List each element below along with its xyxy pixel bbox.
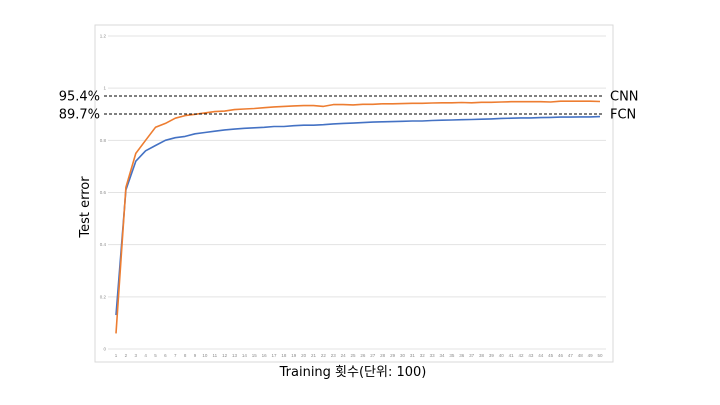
x-tick-label: 30 bbox=[400, 353, 406, 358]
x-tick-label: 11 bbox=[212, 353, 217, 358]
x-tick-label: 20 bbox=[301, 353, 307, 358]
x-tick-label: 47 bbox=[568, 353, 574, 358]
x-tick-label: 41 bbox=[509, 353, 515, 358]
grid-lines bbox=[108, 35, 606, 350]
y-tick-label: 0.8 bbox=[100, 138, 107, 143]
y-axis-title: Test error bbox=[78, 176, 93, 239]
x-tick-label: 6 bbox=[164, 353, 167, 358]
x-tick-labels: 1 2 3 4 5 6 7 8 9 10 11 12 13 14 15 16 17 18 19 20 21 22 23 24 2… bbox=[115, 353, 603, 358]
x-tick-label: 50 bbox=[597, 353, 603, 358]
reference-value-fcn: 89.7% bbox=[59, 108, 100, 123]
x-tick-label: 10 bbox=[202, 353, 208, 358]
x-tick-label: 1 bbox=[115, 353, 118, 358]
y-tick-label: 0 bbox=[103, 347, 106, 352]
x-tick-label: 48 bbox=[578, 353, 584, 358]
x-tick-label: 3 bbox=[134, 353, 137, 358]
x-tick-label: 21 bbox=[311, 353, 317, 358]
x-tick-label: 15 bbox=[252, 353, 258, 358]
x-tick-label: 19 bbox=[291, 353, 297, 358]
x-tick-label: 38 bbox=[479, 353, 485, 358]
x-tick-label: 25 bbox=[351, 353, 357, 358]
x-tick-label: 43 bbox=[528, 353, 534, 358]
x-tick-label: 36 bbox=[459, 353, 465, 358]
x-tick-label: 5 bbox=[154, 353, 157, 358]
x-tick-label: 14 bbox=[242, 353, 248, 358]
x-tick-label: 23 bbox=[331, 353, 337, 358]
y-tick-label: 1.2 bbox=[100, 34, 107, 39]
y-tick-label: 0.2 bbox=[100, 294, 107, 299]
x-tick-label: 24 bbox=[341, 353, 347, 358]
x-tick-label: 12 bbox=[222, 353, 228, 358]
x-tick-label: 22 bbox=[321, 353, 327, 358]
x-tick-label: 35 bbox=[449, 353, 455, 358]
x-tick-label: 44 bbox=[538, 353, 544, 358]
y-tick-label: 0.6 bbox=[100, 190, 107, 195]
x-tick-label: 16 bbox=[262, 353, 268, 358]
x-tick-label: 2 bbox=[125, 353, 128, 358]
series-line-fcn bbox=[115, 115, 601, 316]
x-tick-label: 34 bbox=[439, 353, 445, 358]
series-label-cnn: CNN bbox=[610, 90, 639, 105]
series-label-fcn: FCN bbox=[610, 108, 636, 123]
plot-frame bbox=[94, 24, 614, 363]
x-tick-label: 32 bbox=[420, 353, 426, 358]
x-axis-title: Training 횟수(단위: 100) bbox=[279, 365, 427, 380]
y-tick-label: 1 bbox=[103, 86, 106, 91]
x-tick-label: 4 bbox=[144, 353, 147, 358]
x-tick-label: 42 bbox=[518, 353, 524, 358]
x-tick-label: 13 bbox=[232, 353, 238, 358]
x-tick-label: 31 bbox=[410, 353, 416, 358]
reference-annotations: 95.4% CNN 89.7% FCN bbox=[59, 90, 639, 123]
x-tick-label: 49 bbox=[588, 353, 594, 358]
x-tick-label: 27 bbox=[370, 353, 376, 358]
x-tick-label: 40 bbox=[499, 353, 505, 358]
x-tick-label: 45 bbox=[548, 353, 554, 358]
x-tick-label: 8 bbox=[184, 353, 187, 358]
x-tick-label: 18 bbox=[281, 353, 287, 358]
y-tick-labels: 0 0.2 0.4 0.6 0.8 1 1.2 bbox=[100, 34, 107, 352]
reference-value-cnn: 95.4% bbox=[59, 90, 100, 105]
x-tick-label: 17 bbox=[272, 353, 278, 358]
x-tick-label: 37 bbox=[469, 353, 475, 358]
x-tick-label: 7 bbox=[174, 353, 177, 358]
x-tick-label: 33 bbox=[430, 353, 436, 358]
x-tick-label: 39 bbox=[489, 353, 495, 358]
x-tick-label: 9 bbox=[194, 353, 197, 358]
y-tick-label: 0.4 bbox=[100, 242, 107, 247]
x-tick-label: 46 bbox=[558, 353, 564, 358]
x-tick-label: 28 bbox=[380, 353, 386, 358]
x-tick-label: 29 bbox=[390, 353, 396, 358]
x-tick-label: 26 bbox=[360, 353, 366, 358]
